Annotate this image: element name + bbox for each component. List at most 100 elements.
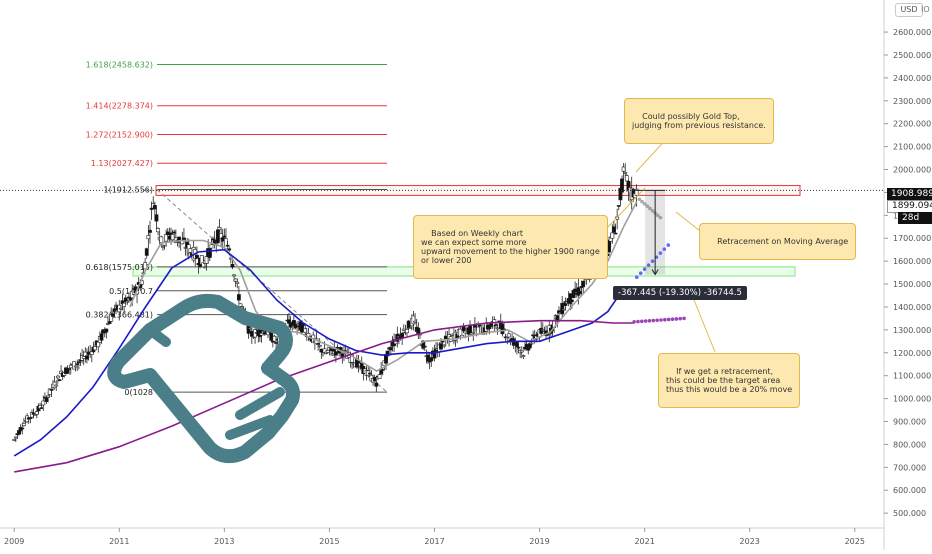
candle-body <box>143 262 148 270</box>
candle-body <box>125 300 130 303</box>
measure-label: -367.445 (-19.30%) -36744.5 <box>613 286 747 300</box>
candle-body <box>401 328 406 331</box>
candle-body <box>225 244 230 247</box>
candle-body <box>230 263 235 268</box>
y-tick-label: 1400.000 <box>893 303 931 312</box>
candle-body <box>154 214 159 222</box>
fib-label: 1.272(2152.900) <box>86 130 153 139</box>
candle-body <box>429 357 434 362</box>
candle-body <box>624 175 629 182</box>
candle-body <box>232 274 236 277</box>
candle-body <box>149 207 154 210</box>
candle-body <box>220 237 225 242</box>
moving-average-line <box>13 248 625 457</box>
candle-body <box>28 417 33 419</box>
candle-body <box>99 333 104 341</box>
candle-body <box>384 354 388 364</box>
candle-body <box>623 171 628 174</box>
projection-dot <box>642 202 647 206</box>
projection-dot <box>678 316 683 321</box>
y-tick-label: 1200.000 <box>893 349 931 358</box>
candle-body <box>73 365 78 368</box>
candle-body <box>495 327 500 330</box>
projection-dot <box>655 213 660 218</box>
candle-body <box>194 254 199 259</box>
y-tick-label: 700.000 <box>893 463 926 472</box>
y-tick-label: 1100.000 <box>893 372 931 381</box>
candle-body <box>568 293 573 304</box>
note-gold-top-text: Could possibly Gold Top, judging from pr… <box>632 112 766 130</box>
projection-dot <box>663 317 667 322</box>
note-pointer <box>689 289 716 353</box>
candle-body <box>612 226 616 233</box>
x-tick-label: 2019 <box>529 537 549 546</box>
candle-body <box>167 235 172 240</box>
candle-body <box>222 235 227 238</box>
candle-body <box>406 320 411 329</box>
candle-body <box>621 166 626 172</box>
note-target[interactable]: If we get a retracement, this could be t… <box>658 353 801 408</box>
candle-body <box>385 350 390 357</box>
countdown-tag: 28d 9h <box>898 212 932 235</box>
candle-body <box>515 341 519 347</box>
candle-body <box>581 281 586 288</box>
projection-dot <box>651 318 656 323</box>
candle-body <box>159 236 164 243</box>
last-price-tag: 1908.989 <box>887 188 932 200</box>
candle-body <box>374 382 379 387</box>
candle-body <box>46 395 51 398</box>
candle-body <box>118 307 123 310</box>
projection-dot <box>640 199 644 204</box>
projection-dot <box>659 318 663 322</box>
candle-body <box>408 327 413 329</box>
candle-body <box>236 294 241 301</box>
candle-body <box>578 290 582 294</box>
candle-body <box>561 308 566 311</box>
candle-body <box>227 248 232 251</box>
y-tick-label: 2500.000 <box>893 51 931 60</box>
candle-body <box>54 384 59 387</box>
note-gold-top[interactable]: Could possibly Gold Top, judging from pr… <box>624 98 774 144</box>
x-tick-label: 2023 <box>740 537 760 546</box>
candle-body <box>170 234 175 241</box>
candle-body <box>93 346 97 351</box>
candle-body <box>539 327 544 334</box>
y-tick-label: 2200.000 <box>893 120 931 129</box>
note-retracement[interactable]: Retracement on Moving Average <box>699 223 857 260</box>
candle-body <box>207 248 212 258</box>
candle-body <box>516 346 521 349</box>
candle-body <box>521 355 526 357</box>
candles-layer <box>12 163 639 443</box>
candle-body <box>112 308 117 312</box>
projection-dot <box>638 271 643 275</box>
y-tick-label: 1000.000 <box>893 395 931 404</box>
candle-body <box>303 328 308 333</box>
projection-dot <box>650 259 655 263</box>
note-retracement-text: Retracement on Moving Average <box>717 237 849 246</box>
candle-body <box>110 313 115 317</box>
note-pointer <box>675 211 701 232</box>
projection-dot <box>647 318 652 323</box>
note-weekly-chart[interactable]: Based on Weekly chart we can expect some… <box>413 215 608 279</box>
candle-body <box>72 361 76 370</box>
candle-body <box>620 178 624 193</box>
projection-dot <box>634 275 639 279</box>
projection-dot <box>674 317 679 321</box>
candle-body <box>215 229 220 244</box>
currency-button[interactable]: USD <box>895 3 923 17</box>
candle-body <box>44 397 49 402</box>
x-tick-label: 2015 <box>319 537 339 546</box>
candle-body <box>468 324 472 334</box>
x-tick-label: 2021 <box>634 537 654 546</box>
candle-body <box>96 341 101 348</box>
candle-body <box>12 439 17 441</box>
candle-body <box>164 233 169 242</box>
candle-body <box>405 329 409 334</box>
candle-body <box>367 372 372 375</box>
candle-body <box>422 345 427 348</box>
projection-dot <box>632 320 636 324</box>
candle-body <box>272 335 277 342</box>
candle-body <box>85 355 89 360</box>
candle-body <box>57 379 62 382</box>
